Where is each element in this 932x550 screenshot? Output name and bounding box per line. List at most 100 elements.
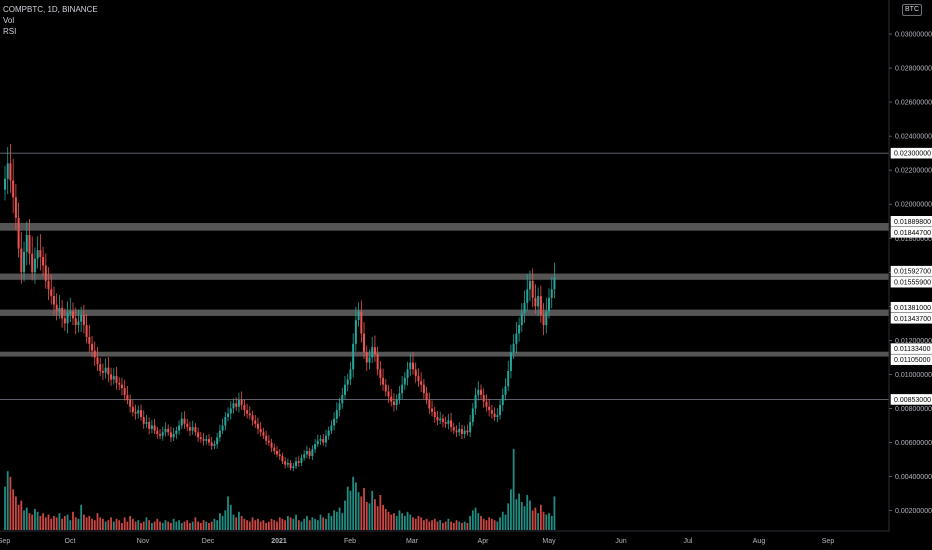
price-tick-label: 0.00600000 [895,440,932,447]
volume-bar [50,518,53,530]
volume-bar [360,496,363,530]
volume-bar [276,521,278,530]
volume-bar [295,514,297,530]
volume-bar [17,504,20,530]
volume-bar [542,511,545,530]
candle-body [120,384,123,389]
volume-indicator-label[interactable]: Vol [3,16,15,25]
candle-body [265,435,268,441]
volume-bar [218,513,221,530]
candle-body [422,384,425,394]
candle-body [72,311,74,319]
volume-bar [126,521,129,530]
resistance-zone [0,222,889,231]
candlesticks [4,143,556,472]
volume-bar [118,520,121,530]
candle-body [150,425,153,429]
volume-bar [425,518,428,530]
candle-body [447,420,450,424]
candle-body [107,367,110,375]
volume-bar [278,517,281,530]
candle-body [477,389,480,395]
candle-body [352,343,355,370]
rsi-indicator-label[interactable]: RSI [3,27,17,36]
symbol-title[interactable]: COMPBTC, 1D, BINANCE [3,5,98,14]
volume-bar [25,507,28,530]
price-tick-label: 0.02000000 [895,202,932,209]
volume-bar [63,516,66,530]
volume-bar [539,504,542,530]
volume-bar [82,514,85,530]
volume-bar [493,520,496,530]
candle-body [235,403,238,407]
volume-bar [42,513,44,530]
volume-bar [102,518,104,530]
candle-body [460,428,463,434]
volume-bar [194,517,197,530]
price-label-box [890,265,932,277]
candle-body [110,374,113,380]
volume-bar [387,511,390,530]
candle-body [210,442,213,446]
volume-bar [254,520,257,530]
volume-bar [77,518,80,530]
volume-bar [439,520,442,530]
volume-bar [382,504,384,530]
candle-body [262,432,265,436]
volume-bar [354,482,357,530]
volume-bar [482,518,485,530]
candle-body [316,440,319,445]
time-tick-label: Sep [0,538,10,545]
volume-bar [316,520,319,530]
volume-bar [520,502,523,530]
price-tick-label: 0.00200000 [895,508,932,515]
candle-body [80,314,83,322]
volume-bar [229,504,232,530]
price-label-value: 0.01844700 [894,230,931,237]
time-tick-label: Sep [822,538,835,545]
candle-body [545,311,548,326]
volume-bar [395,516,398,530]
volume-bar [202,520,205,530]
candle-body [395,399,398,406]
candle-body [284,461,287,465]
volume-bar [104,521,107,530]
volume-bar [112,521,115,530]
price-axis[interactable]: 0.00200000 0.00400000 0.00600000 0.00800000… [889,32,932,516]
price-label-value: 0.01343700 [894,316,931,323]
volume-bar [270,518,273,530]
candle-body [240,399,243,406]
candle-body [55,304,58,312]
candle-body [371,347,374,358]
candle-body [148,422,151,429]
resistance-zone [0,351,889,357]
candle-body [259,428,262,433]
price-label-value: 0.01105000 [894,357,931,364]
candle-body [270,442,273,448]
candle-body [126,394,129,400]
candle-body [330,425,333,431]
candle-body [248,413,251,416]
volume-bar [178,520,180,530]
currency-badge[interactable]: BTC [902,4,922,16]
candle-body [267,440,270,443]
volume-bar [455,520,458,530]
volume-bar [142,521,145,530]
volume-bar [319,514,322,530]
volume-bar [267,521,270,530]
candle-body [493,413,496,417]
volume-bar [61,518,64,530]
candle-body [28,234,31,254]
volume-bar [47,514,50,530]
candle-body [77,321,80,326]
volume-bar [365,502,368,530]
time-tick-label: Jun [615,538,626,545]
volume-bar [409,514,412,530]
volume-bar [390,514,393,530]
volume-bar [232,514,235,530]
time-axis[interactable]: Sep Oct Nov Dec 2021 Feb Mar Apr May Jun Jul Aug Sep [0,538,834,545]
candle-body [297,461,300,463]
candle-body [191,427,194,431]
candle-body [74,318,77,326]
